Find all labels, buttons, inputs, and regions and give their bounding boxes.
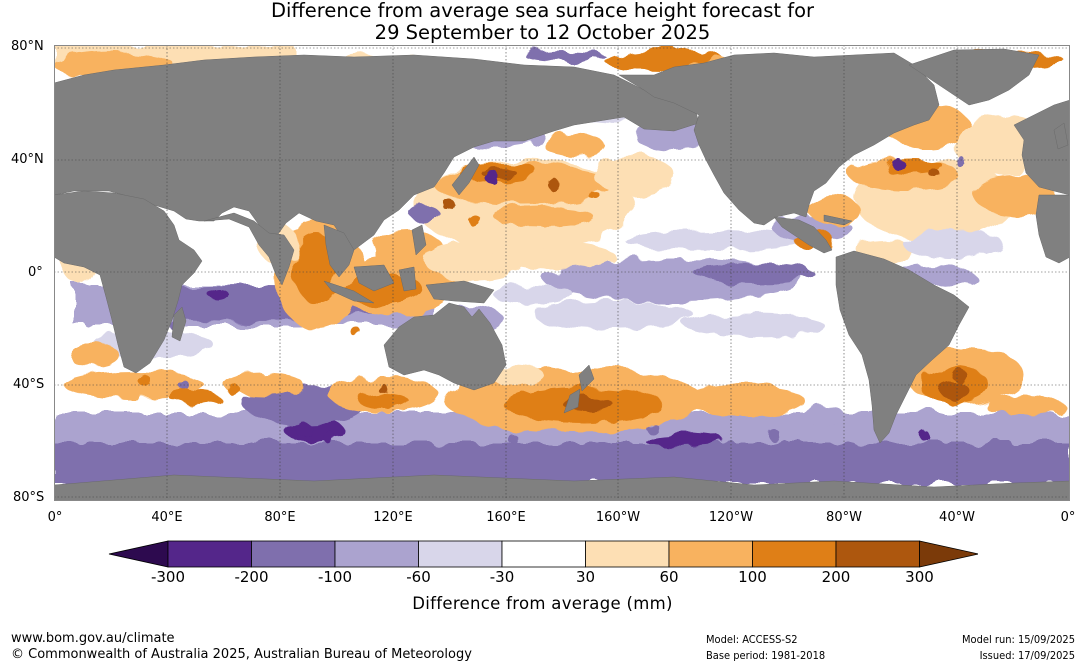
map-title-line2: 29 September to 12 October 2025 — [374, 21, 711, 44]
colorbar — [108, 540, 978, 568]
lon-label-80w: 80°W — [826, 510, 862, 525]
graticule — [54, 45, 1070, 501]
map-frame — [54, 45, 1070, 501]
colorbar-title: Difference from average (mm) — [412, 594, 673, 613]
lon-label-120e: 120°E — [373, 510, 413, 525]
colorbar-tick-label: -30 — [489, 568, 515, 586]
lon-label-160e: 160°E — [486, 510, 526, 525]
colorbar-tick-label: 100 — [738, 568, 767, 586]
lon-label-40e: 40°E — [151, 510, 183, 525]
colorbar-tick-label: -300 — [150, 568, 186, 586]
footer-base-period: Base period: 1981-2018 — [706, 649, 826, 662]
footer-model: Model: ACCESS-S2 — [706, 633, 798, 646]
lon-label-0-right: 0° — [1060, 510, 1076, 525]
colorbar-arrow-high — [919, 540, 978, 568]
colorbar-arrow-low — [108, 540, 169, 568]
colorbar-cell — [418, 540, 503, 568]
footer-issued: Issued: 17/09/2025 — [979, 649, 1075, 662]
footer-model-run: Model run: 15/09/2025 — [962, 633, 1075, 646]
colorbar-tick-label: 60 — [659, 568, 679, 586]
lon-label-160w: 160°W — [595, 510, 641, 525]
lat-label-40s: 40°S — [13, 377, 45, 392]
colorbar-cell — [752, 540, 837, 568]
lon-label-40w: 40°W — [939, 510, 975, 525]
colorbar-tick-label: 200 — [821, 568, 851, 586]
map-title-line1: Difference from average sea surface heig… — [270, 0, 815, 22]
land-masses — [54, 48, 1070, 501]
colorbar-tick-label: 300 — [905, 568, 934, 586]
lon-label-0-left: 0° — [47, 510, 63, 525]
footer-copyright: © Commonwealth of Australia 2025, Austra… — [11, 647, 472, 662]
colorbar-tick-label: -60 — [406, 568, 431, 586]
colorbar-cell — [585, 540, 670, 568]
lat-label-equator: 0° — [28, 265, 43, 280]
colorbar-tick-label: -100 — [317, 568, 353, 586]
lon-label-80e: 80°E — [264, 510, 296, 525]
lat-label-80n: 80°N — [11, 39, 44, 54]
footer-url: www.bom.gov.au/climate — [11, 631, 175, 646]
colorbar-tick-label: -200 — [234, 568, 269, 586]
colorbar-cell — [251, 540, 336, 568]
sea-surface-height-map — [54, 45, 1070, 501]
colorbar-tick-label: 30 — [575, 568, 596, 586]
anomaly-eddies — [138, 155, 966, 445]
colorbar-cell — [668, 540, 753, 568]
colorbar-cell — [167, 540, 252, 568]
colorbar-cell — [501, 540, 586, 568]
colorbar-cell — [334, 540, 419, 568]
colorbar-cell — [835, 540, 920, 568]
lon-label-120w: 120°W — [708, 510, 754, 525]
lat-label-40n: 40°N — [11, 152, 44, 167]
lat-label-80s: 80°S — [13, 490, 45, 505]
